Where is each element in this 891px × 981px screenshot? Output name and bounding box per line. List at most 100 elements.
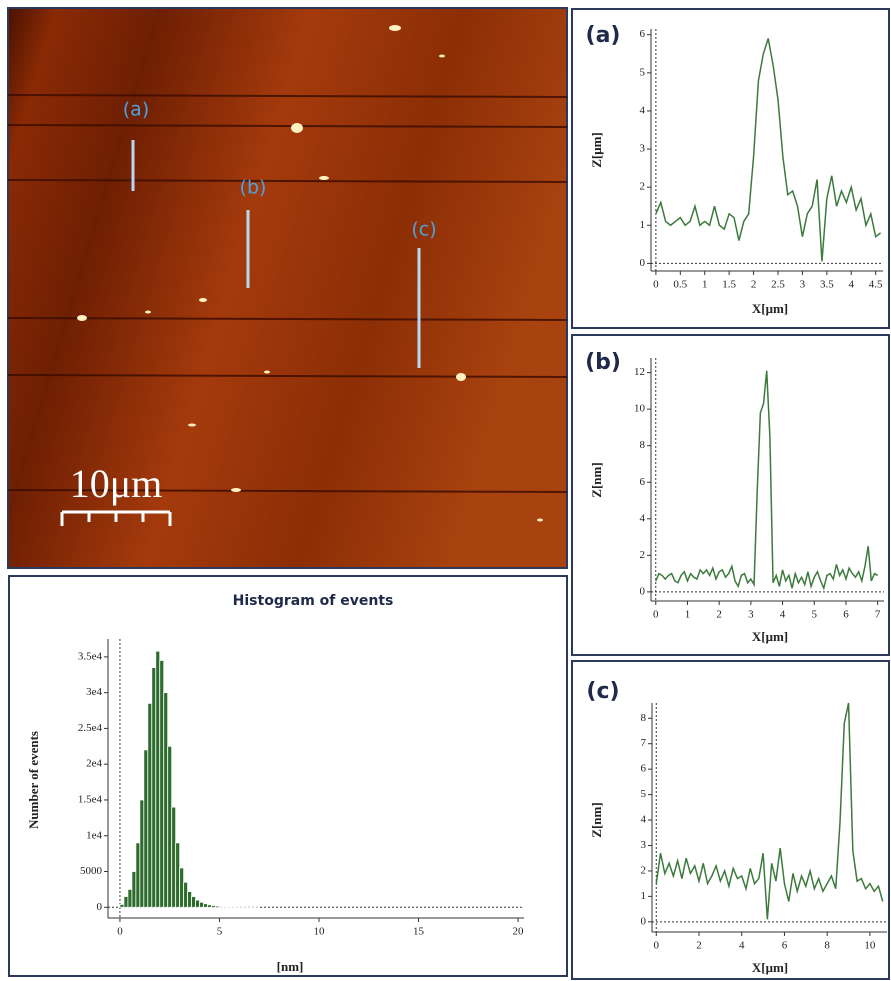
histogram-bar xyxy=(147,702,153,908)
x-tick-label: 6 xyxy=(782,940,788,952)
profile-line xyxy=(655,370,879,591)
histogram-bar xyxy=(171,806,177,908)
y-tick-label: 7 xyxy=(641,737,647,749)
y-tick-label: 0 xyxy=(640,257,646,269)
y-tick-label: 6 xyxy=(640,28,646,40)
histogram-bar xyxy=(155,650,161,908)
x-tick-label: 1.5 xyxy=(722,279,736,291)
x-axis-title: X[μm] xyxy=(752,960,788,975)
profile-line xyxy=(655,38,882,262)
scale-bar-label: 10μm xyxy=(70,461,163,506)
histogram-bar xyxy=(143,749,149,908)
profile-marker-label: (a) xyxy=(123,99,149,121)
x-tick-label: 1 xyxy=(685,609,691,621)
y-tick-label: 1 xyxy=(641,890,647,902)
panel-frames xyxy=(8,8,890,980)
x-tick-label: 2 xyxy=(751,279,757,291)
histogram-bar xyxy=(199,901,204,908)
y-tick-label: 4 xyxy=(640,104,646,116)
x-axis-title: [nm] xyxy=(277,959,304,974)
y-tick-label: 0 xyxy=(641,915,647,927)
panel-label: (c) xyxy=(586,679,619,704)
y-tick-label: 3 xyxy=(641,839,647,851)
y-tick-label: 5000 xyxy=(80,865,103,877)
histogram-bar xyxy=(207,904,212,908)
y-tick-label: 2 xyxy=(640,549,646,561)
x-tick-label: 2.5 xyxy=(771,279,785,291)
x-tick-label: 5 xyxy=(812,609,818,621)
y-tick-label: 3.5e4 xyxy=(78,650,103,662)
y-tick-label: 6 xyxy=(640,476,646,488)
afm-image: (a) (b) (c) 10μm xyxy=(7,7,568,569)
histogram-bar xyxy=(187,891,192,908)
histogram-bar xyxy=(131,871,137,908)
x-tick-label: 0 xyxy=(653,279,659,291)
panel-label: (a) xyxy=(586,23,621,48)
x-tick-label: 0 xyxy=(654,940,660,952)
y-axis-title: Z[nm] xyxy=(589,802,604,837)
x-tick-label: 3.5 xyxy=(820,279,834,291)
histogram-bar xyxy=(191,896,196,908)
histogram-bar xyxy=(151,667,157,908)
panel-label: (b) xyxy=(585,350,621,375)
x-tick-label: 0 xyxy=(653,609,659,621)
x-axis-title: X[μm] xyxy=(752,629,788,644)
histogram-bar xyxy=(223,906,228,908)
x-tick-label: 4.5 xyxy=(869,279,883,291)
y-tick-label: 10 xyxy=(634,403,646,415)
y-tick-label: 3e4 xyxy=(86,686,102,698)
x-tick-label: 2 xyxy=(716,609,722,621)
profile-marker-label: (b) xyxy=(240,177,267,199)
x-tick-label: 6 xyxy=(843,609,849,621)
y-axis-title: Z[nm] xyxy=(589,462,604,497)
y-tick-label: 2.5e4 xyxy=(78,722,103,734)
histogram-bar xyxy=(127,888,133,908)
x-tick-label: 1 xyxy=(702,279,708,291)
y-tick-label: 0 xyxy=(640,585,646,597)
histogram-bar xyxy=(203,903,208,908)
histogram-bar xyxy=(215,905,220,908)
y-axis-title: Z[μm] xyxy=(589,132,604,168)
y-tick-label: 1.5e4 xyxy=(78,793,103,805)
profile-line xyxy=(655,702,884,920)
histogram-bar xyxy=(227,906,232,908)
y-tick-label: 0 xyxy=(97,901,103,913)
histogram-bar xyxy=(135,842,141,908)
x-tick-label: 3 xyxy=(748,609,754,621)
y-axis-title: Number of events xyxy=(26,731,41,829)
histogram-bar xyxy=(159,660,165,908)
x-tick-label: 8 xyxy=(824,940,830,952)
chart-title: Histogram of events xyxy=(233,593,394,609)
x-tick-label: 0 xyxy=(117,926,123,938)
y-tick-label: 2 xyxy=(640,181,646,193)
histogram-bar xyxy=(123,896,129,908)
y-tick-label: 4 xyxy=(640,512,646,524)
histogram-bar xyxy=(175,842,181,908)
x-tick-label: 10 xyxy=(864,940,876,952)
scale-bar xyxy=(60,510,172,526)
profile-marker-label: (c) xyxy=(411,219,436,241)
x-tick-label: 7 xyxy=(875,609,881,621)
x-tick-label: 5 xyxy=(217,926,223,938)
y-tick-label: 1 xyxy=(640,219,646,231)
histogram-bar xyxy=(167,745,173,908)
histogram-bar xyxy=(163,692,169,908)
y-tick-label: 5 xyxy=(640,66,646,78)
y-tick-label: 2 xyxy=(641,864,647,876)
histogram-bar xyxy=(179,867,185,908)
x-tick-label: 10 xyxy=(313,926,325,938)
y-tick-label: 5 xyxy=(641,788,647,800)
x-tick-label: 0.5 xyxy=(673,279,687,291)
y-tick-label: 6 xyxy=(641,763,647,775)
y-tick-label: 12 xyxy=(634,366,645,378)
y-tick-label: 3 xyxy=(640,143,646,155)
y-tick-label: 1e4 xyxy=(86,829,102,841)
x-tick-label: 4 xyxy=(849,279,855,291)
histogram-bar xyxy=(139,799,145,908)
x-tick-label: 3 xyxy=(800,279,806,291)
histogram-bar xyxy=(211,905,216,908)
